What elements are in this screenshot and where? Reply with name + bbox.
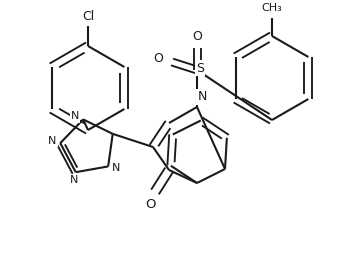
- Text: CH₃: CH₃: [262, 3, 282, 13]
- Text: N: N: [48, 136, 56, 146]
- Text: O: O: [153, 52, 163, 65]
- Text: N: N: [70, 175, 78, 185]
- Text: N: N: [112, 163, 120, 173]
- Text: S: S: [196, 62, 204, 75]
- Text: O: O: [146, 197, 156, 211]
- Text: N: N: [71, 112, 79, 122]
- Text: N: N: [197, 90, 207, 103]
- Text: Cl: Cl: [82, 9, 94, 22]
- Text: O: O: [192, 29, 202, 42]
